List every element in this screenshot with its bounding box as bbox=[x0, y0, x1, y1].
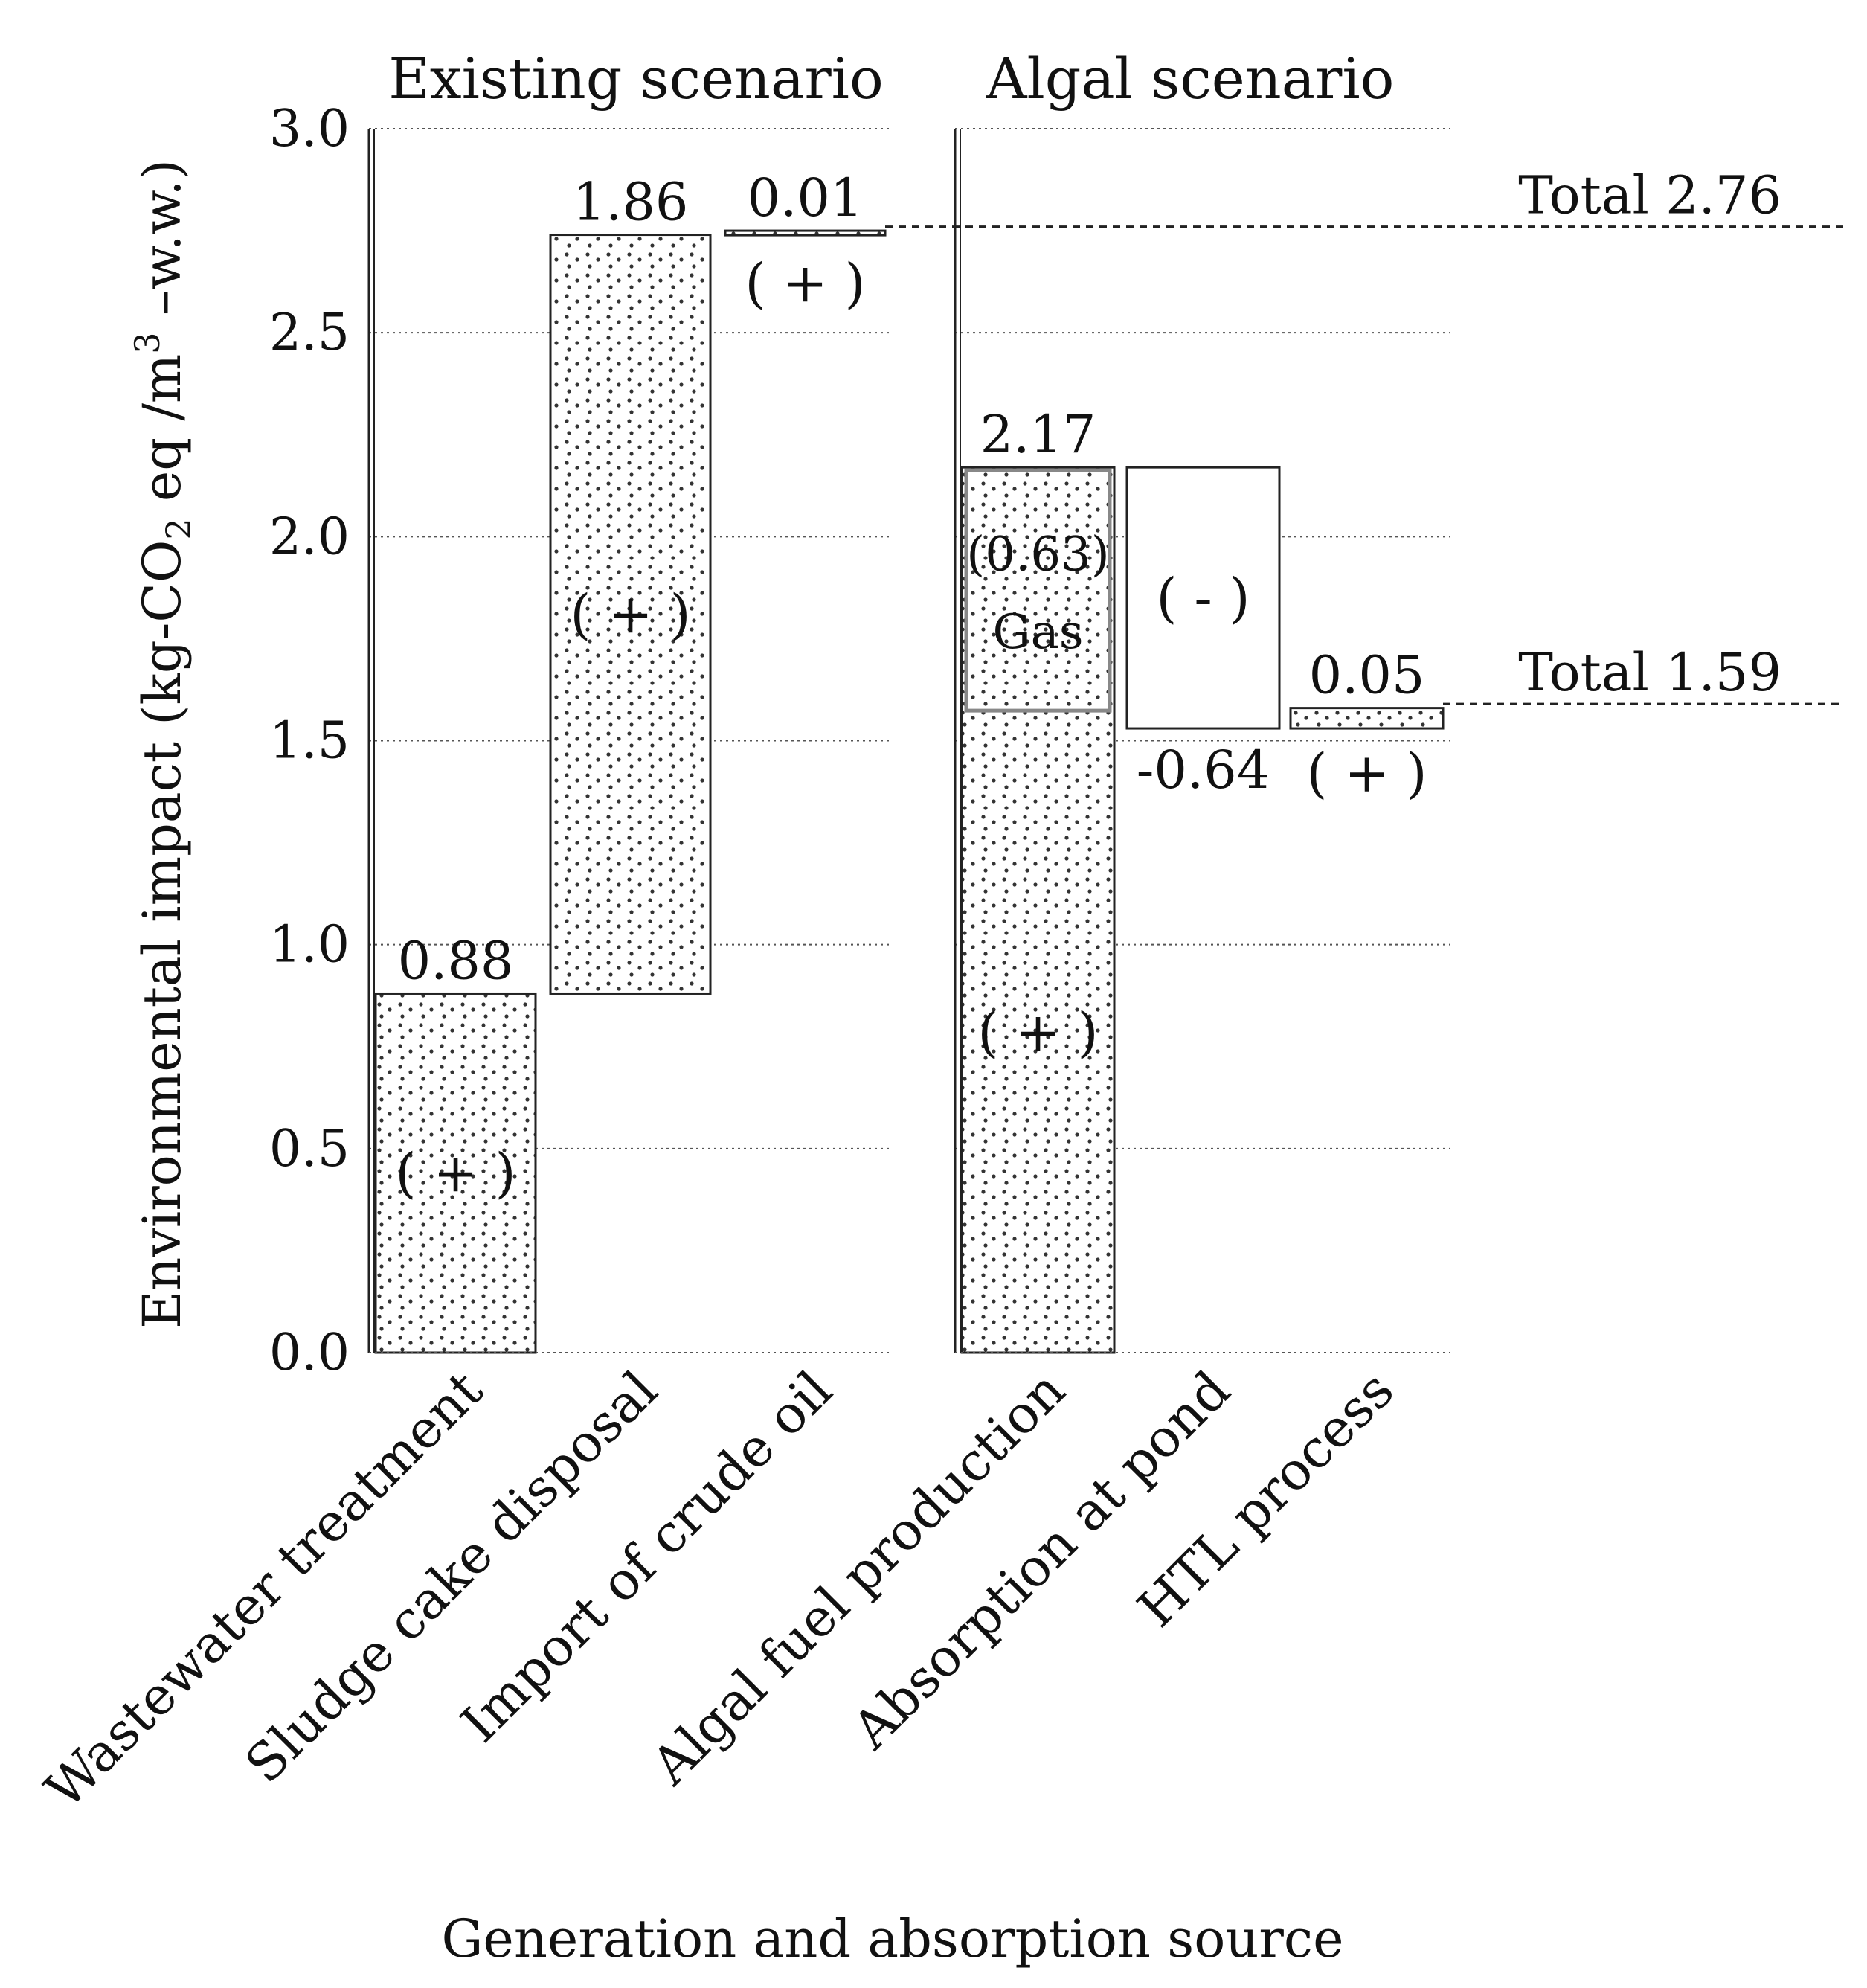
total-label-existing: Total 2.76 bbox=[1518, 165, 1781, 226]
y-axis-label-end: –w.w.) bbox=[132, 159, 193, 332]
bar bbox=[1289, 707, 1445, 730]
y-tick-label: 0.0 bbox=[269, 1324, 350, 1382]
panel-title-existing: Existing scenario bbox=[388, 45, 883, 112]
bar bbox=[960, 466, 1116, 1354]
bar-value-label: 0.01 bbox=[748, 167, 864, 228]
y-tick-label: 1.0 bbox=[269, 916, 350, 975]
y-axis-label-main: Environmental impact (kg-CO bbox=[132, 540, 193, 1329]
bar bbox=[1125, 466, 1281, 730]
inner-segment-name: Gas bbox=[992, 605, 1083, 660]
y-tick-label: 3.0 bbox=[269, 100, 350, 158]
y-axis-label-mid: eq /m bbox=[132, 354, 193, 519]
total-label-algal: Total 1.59 bbox=[1518, 642, 1781, 703]
bar-sign-label: ( + ) bbox=[977, 1001, 1098, 1064]
y-axis-label-superscript: 3 bbox=[127, 332, 167, 353]
y-tick-label: 0.5 bbox=[269, 1120, 350, 1179]
total-lines bbox=[885, 225, 1845, 705]
y-axis-label: Environmental impact (kg-CO2 eq /m3 –w.w… bbox=[127, 159, 199, 1329]
bar-sign-label: ( + ) bbox=[570, 583, 690, 646]
bar bbox=[549, 234, 712, 995]
x-axis-label: Generation and absorption source bbox=[441, 1908, 1343, 1969]
bar-sign-label: ( - ) bbox=[1156, 567, 1250, 629]
y-tick-labels: 0.0 0.5 1.0 1.5 2.0 2.5 3.0 bbox=[269, 100, 350, 1382]
bar-sign-label: ( + ) bbox=[745, 252, 865, 315]
y-axis-label-subscript: 2 bbox=[158, 518, 199, 539]
y-tick-label: 1.5 bbox=[269, 712, 350, 771]
bars-layer bbox=[374, 229, 1445, 1354]
bar-value-label: -0.64 bbox=[1137, 740, 1270, 801]
bar-value-label: 0.05 bbox=[1309, 645, 1425, 706]
bar-value-label: 0.88 bbox=[398, 930, 514, 991]
y-tick-label: 2.0 bbox=[269, 507, 350, 566]
bar-sign-label: ( + ) bbox=[395, 1142, 515, 1205]
bar-value-label: 2.17 bbox=[980, 404, 1096, 465]
bar-value-label: 1.86 bbox=[573, 172, 689, 233]
bar-sign-label: ( + ) bbox=[1306, 742, 1427, 804]
bar bbox=[374, 992, 537, 1354]
inner-segment-gas bbox=[964, 468, 1112, 713]
panel-title-algal: Algal scenario bbox=[986, 45, 1395, 112]
panel-axes bbox=[367, 129, 1450, 1353]
bar bbox=[724, 229, 887, 237]
inner-segment-value: (0.63) bbox=[966, 527, 1109, 582]
y-tick-label: 2.5 bbox=[269, 304, 350, 362]
